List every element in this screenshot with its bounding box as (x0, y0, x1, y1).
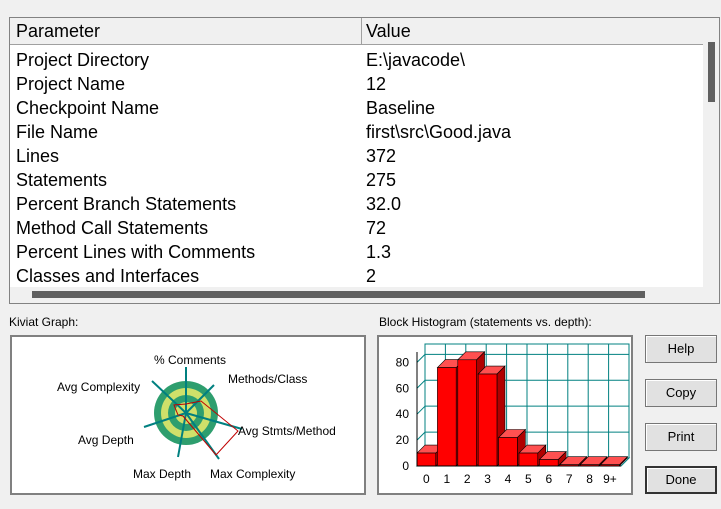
parameter-cell: Statements (16, 170, 108, 190)
value-cell: 32.0 (366, 194, 402, 214)
value-cell: first\src\Good.java (366, 122, 512, 142)
axis-label-avg-depth: Avg Depth (78, 433, 134, 447)
x-tick-label: 6 (545, 472, 552, 486)
histogram-grid-line (416, 405, 426, 415)
histogram-grid-line (416, 431, 426, 441)
value-cell: 1.3 (366, 242, 392, 262)
histogram-grid-line (416, 379, 426, 389)
y-tick-label: 20 (396, 433, 410, 447)
kiviat-panel: % Comments Methods/Class Avg Stmts/Metho… (10, 335, 366, 495)
x-tick-label: 5 (525, 472, 532, 486)
kiviat-graph: % Comments Methods/Class Avg Stmts/Metho… (57, 353, 336, 481)
y-tick-label: 80 (396, 355, 410, 369)
x-tick-label: 2 (464, 472, 471, 486)
parameter-cell: Project Name (16, 74, 126, 94)
parameter-cell: Lines (16, 146, 60, 166)
table-header: Parameter Value (10, 18, 704, 45)
parameter-cell: File Name (16, 122, 99, 142)
value-cell: 12 (366, 74, 387, 94)
vertical-scroll-thumb[interactable] (708, 42, 715, 102)
table-row[interactable]: Percent Lines with Comments 1.3 (10, 240, 704, 264)
parameter-cell: Classes and Interfaces (16, 266, 200, 286)
kiviat-polygon (173, 400, 239, 456)
parameter-cell: Checkpoint Name (16, 98, 160, 118)
bar-front (477, 373, 498, 467)
table-row[interactable]: Project Name 12 (10, 72, 704, 96)
column-separator[interactable] (361, 18, 362, 44)
table-body: Project Directory E:\javacode\ Project Nam… (10, 48, 704, 288)
kiviat-spoke (185, 384, 215, 414)
bar-front (518, 452, 539, 467)
parameter-cell: Percent Lines with Comments (16, 242, 256, 262)
table-row[interactable]: Method Call Statements 72 (10, 216, 704, 240)
y-tick-label: 40 (396, 407, 410, 421)
bar-front (457, 359, 477, 467)
x-tick-label: 9+ (603, 472, 617, 486)
table-row[interactable]: Percent Branch Statements 32.0 (10, 192, 704, 216)
header-parameter[interactable]: Parameter (16, 21, 101, 41)
print-button[interactable]: Print (645, 423, 717, 451)
histogram-bar (579, 455, 608, 467)
table-row[interactable]: Lines 372 (10, 144, 704, 168)
x-tick-label: 3 (484, 472, 491, 486)
kiviat-spoke (151, 380, 187, 414)
bar-front (539, 459, 559, 467)
parameter-cell: Method Call Statements (16, 218, 209, 238)
histogram-panel: 0 20 40 60 80 0 1 2 3 4 5 6 7 8 9+ (377, 335, 633, 495)
table-row[interactable]: Statements 275 (10, 168, 704, 192)
table-row[interactable]: Checkpoint Name Baseline (10, 96, 704, 120)
axis-label-comments: % Comments (154, 353, 226, 367)
value-cell: E:\javacode\ (366, 50, 466, 70)
x-tick-label: 1 (443, 472, 450, 486)
parameter-cell: Project Directory (16, 50, 150, 70)
table-row[interactable]: Project Directory E:\javacode\ (10, 48, 704, 72)
y-tick-label: 0 (402, 459, 409, 473)
parameter-cell: Percent Branch Statements (16, 194, 237, 214)
value-cell: 275 (366, 170, 397, 190)
done-button[interactable]: Done (645, 466, 717, 494)
axis-label-avg-complexity: Avg Complexity (57, 380, 140, 394)
copy-button[interactable]: Copy (645, 379, 717, 407)
value-cell: 72 (366, 218, 387, 238)
horizontal-scrollbar[interactable] (10, 287, 704, 303)
x-tick-label: 4 (505, 472, 512, 486)
histogram-bar (518, 444, 547, 467)
histogram-grid-line (416, 354, 426, 363)
table-row[interactable]: Classes and Interfaces 2 (10, 264, 704, 288)
metrics-table[interactable]: Parameter Value Project Directory E:\java… (9, 17, 720, 304)
kiviat-label: Kiviat Graph: (9, 315, 79, 329)
x-tick-label: 7 (566, 472, 573, 486)
bar-front (416, 452, 437, 467)
x-tick-label: 0 (423, 472, 430, 486)
axis-label-max-complexity: Max Complexity (210, 467, 295, 481)
histogram-label: Block Histogram (statements vs. depth): (379, 315, 592, 329)
header-value[interactable]: Value (366, 21, 411, 41)
axis-label-max-depth: Max Depth (133, 467, 191, 481)
value-cell: Baseline (366, 98, 436, 118)
x-tick-label: 8 (586, 472, 593, 486)
vertical-scrollbar[interactable] (703, 18, 719, 303)
value-cell: 372 (366, 146, 397, 166)
help-button[interactable]: Help (645, 335, 717, 363)
y-tick-label: 60 (396, 381, 410, 395)
horizontal-scroll-thumb[interactable] (32, 291, 645, 298)
axis-label-avg-stmts: Avg Stmts/Method (238, 424, 336, 438)
table-row[interactable]: File Name first\src\Good.java (10, 120, 704, 144)
kiviat-spoke (177, 412, 187, 458)
value-cell: 2 (366, 266, 377, 286)
bar-front (498, 437, 518, 467)
histogram-bar (559, 455, 588, 467)
bar-front (437, 367, 457, 467)
axis-label-methods-class: Methods/Class (228, 372, 307, 386)
